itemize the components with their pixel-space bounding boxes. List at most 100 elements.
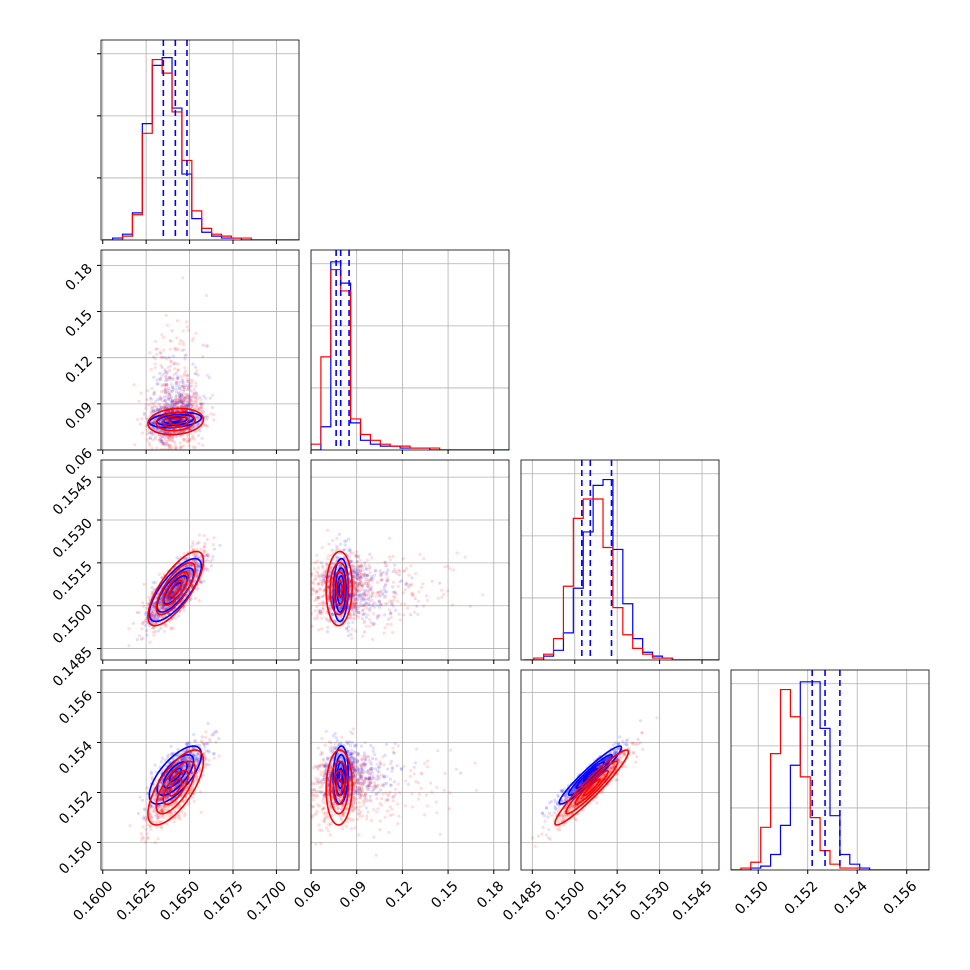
scatter-point [151, 609, 155, 614]
scatter-point [152, 375, 156, 379]
scatter-point [357, 615, 361, 619]
scatter-point [206, 749, 210, 753]
scatter-point [364, 594, 368, 598]
scatter-point [165, 419, 169, 423]
scatter-point [179, 397, 183, 401]
scatter-point [384, 564, 388, 568]
scatter-point [196, 555, 200, 559]
scatter-point [325, 630, 330, 634]
scatter-point [151, 421, 156, 425]
scatter-point [193, 554, 197, 558]
scatter-point [165, 405, 169, 409]
scatter-point [326, 557, 330, 561]
contour-red [332, 571, 346, 607]
scatter-point [320, 611, 324, 616]
scatter-point [166, 594, 170, 598]
scatter-point [315, 614, 319, 618]
scatter-point [177, 408, 181, 412]
scatter-point [179, 399, 183, 403]
scatter-point [188, 400, 192, 404]
scatter-point [177, 380, 182, 384]
scatter-point [151, 580, 155, 585]
scatter-point [362, 582, 366, 586]
scatter-point [319, 602, 323, 606]
scatter-point [194, 756, 198, 760]
scatter-point [195, 565, 199, 569]
scatter-point [194, 404, 198, 408]
scatter-point [370, 593, 374, 597]
scatter-point [342, 556, 347, 560]
scatter-point [190, 437, 194, 441]
scatter-point [203, 545, 207, 549]
scatter-point [211, 555, 215, 559]
scatter-point [356, 567, 360, 571]
scatter-point [354, 601, 358, 606]
histogram-step-blue [311, 261, 509, 450]
scatter-point [393, 567, 397, 571]
scatter-point [188, 574, 192, 578]
scatter-point [208, 559, 212, 563]
scatter-point [207, 763, 211, 767]
scatter-point [201, 354, 205, 358]
scatter-point [330, 612, 334, 616]
scatter-point [159, 600, 163, 605]
scatter-point [192, 581, 196, 585]
scatter-point [187, 395, 191, 399]
scatter-panel-3-0: 0.16000.16250.16500.16750.17000.1500.152… [56, 669, 300, 924]
scatter-point [177, 584, 181, 588]
scatter-point [156, 629, 160, 633]
scatter-point [180, 400, 184, 404]
scatter-point [337, 532, 341, 536]
scatter-point [183, 397, 187, 401]
scatter-point [403, 588, 407, 592]
contour-red [335, 579, 343, 598]
scatter-point [186, 397, 190, 401]
scatter-point [385, 601, 389, 605]
scatter-point [159, 598, 163, 603]
scatter-point [174, 383, 178, 387]
scatter-point [349, 612, 353, 617]
scatter-point [372, 621, 376, 626]
scatter-point [348, 555, 352, 559]
scatter-point [183, 557, 187, 561]
scatter-point [370, 604, 374, 608]
scatter-point [349, 551, 353, 555]
scatter-point [317, 581, 321, 586]
scatter-point [155, 352, 159, 356]
scatter-point [184, 353, 188, 357]
scatter-point [182, 395, 186, 399]
scatter-point [183, 366, 187, 370]
scatter-point [358, 580, 362, 584]
scatter-point [178, 342, 182, 346]
scatter-point [156, 408, 160, 412]
scatter-point [176, 401, 180, 405]
scatter-point [209, 564, 213, 568]
scatter-point [438, 581, 442, 585]
scatter-point [354, 590, 358, 594]
scatter-point [162, 403, 166, 407]
scatter-point [354, 586, 358, 590]
scatter-point [397, 612, 401, 616]
scatter-point [378, 594, 382, 598]
scatter-point [355, 588, 359, 592]
scatter-point [384, 594, 388, 598]
scatter-point [188, 572, 192, 576]
scatter-point [385, 564, 389, 568]
scatter-point [184, 392, 188, 396]
scatter-point [155, 347, 159, 351]
scatter-point [363, 590, 367, 594]
scatter-point [368, 578, 372, 582]
scatter-point [379, 578, 383, 582]
scatter-point [162, 430, 166, 434]
scatter-point [196, 758, 200, 762]
scatter-point [194, 754, 198, 758]
scatter-point [163, 384, 167, 388]
scatter-point [358, 568, 362, 572]
scatter-point [185, 384, 189, 388]
scatter-point [172, 590, 176, 594]
scatter-point [355, 614, 359, 618]
scatter-point [156, 407, 160, 411]
scatter-point [168, 359, 172, 363]
scatter-point [158, 429, 163, 433]
scatter-point [348, 594, 352, 598]
